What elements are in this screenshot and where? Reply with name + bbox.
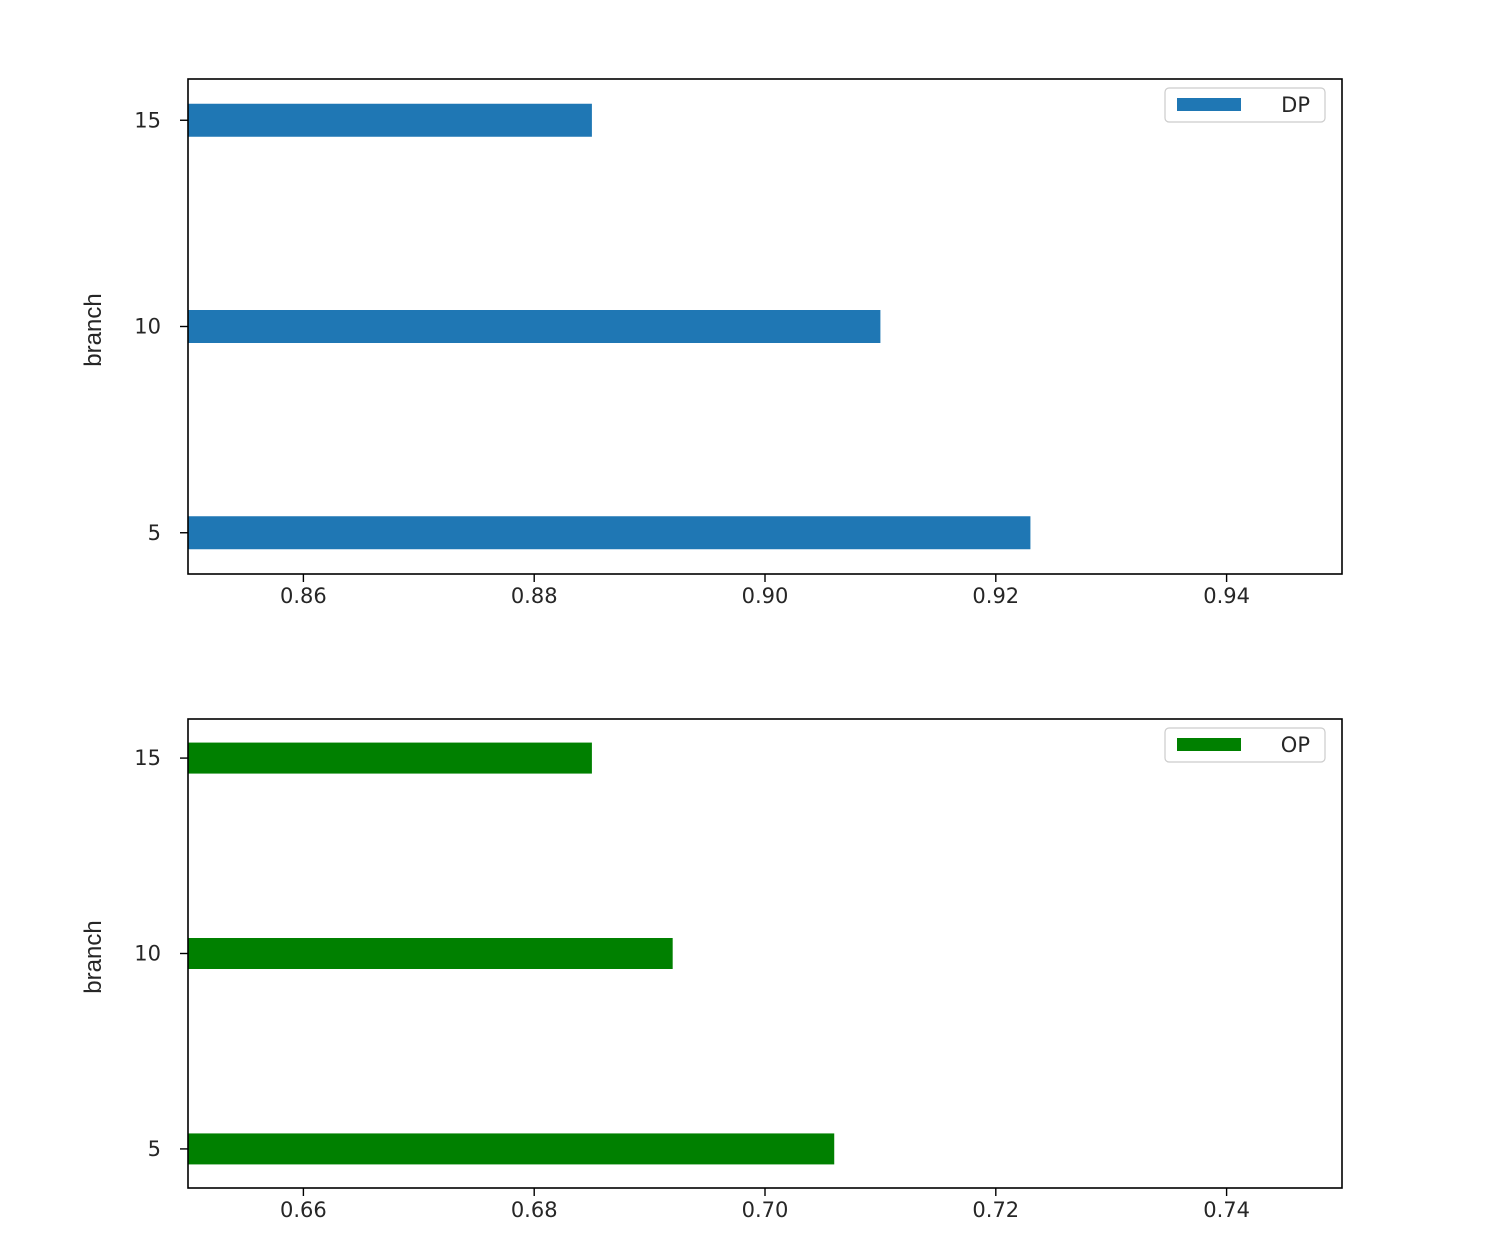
- y-axis-label: branch: [80, 920, 107, 993]
- x-tick-label: 0.94: [1203, 584, 1250, 608]
- x-tick-label: 0.92: [972, 584, 1019, 608]
- legend-label: OP: [1281, 733, 1310, 757]
- y-tick-label: 15: [134, 108, 161, 132]
- legend: DP: [1164, 87, 1326, 123]
- x-tick-label: 0.90: [742, 584, 789, 608]
- x-tick-label: 0.88: [511, 584, 558, 608]
- legend-swatch: [1177, 98, 1241, 111]
- x-tick-label: 0.72: [972, 1198, 1019, 1222]
- x-tick-label: 0.68: [511, 1198, 558, 1222]
- y-tick-label: 15: [134, 746, 161, 770]
- y-tick-label: 5: [148, 521, 161, 545]
- bar-op-5: [188, 1133, 835, 1165]
- bar-dp-5: [188, 516, 1031, 550]
- legend-box: [1164, 727, 1326, 763]
- chart-dp: branch 0.86 0.88 0.90 0.92 0.94 5 10 15 DP: [80, 78, 1343, 608]
- y-tick-label: 10: [134, 942, 161, 966]
- bar-dp-10: [188, 310, 881, 343]
- bar-op-15: [188, 742, 592, 774]
- bar-op-10: [188, 938, 673, 969]
- legend: OP: [1164, 727, 1326, 763]
- y-tick-label: 5: [148, 1137, 161, 1161]
- legend-box: [1164, 87, 1326, 123]
- y-axis-label: branch: [80, 293, 107, 366]
- x-tick-label: 0.86: [280, 584, 327, 608]
- x-tick-label: 0.70: [742, 1198, 789, 1222]
- x-tick-label: 0.66: [280, 1198, 327, 1222]
- legend-label: DP: [1281, 93, 1310, 117]
- x-tick-label: 0.74: [1203, 1198, 1250, 1222]
- bar-dp-15: [188, 103, 592, 137]
- y-tick-label: 10: [134, 315, 161, 339]
- chart-op: branch 0.66 0.68 0.70 0.72 0.74 5 10 15 OP: [80, 718, 1343, 1222]
- legend-swatch: [1177, 738, 1241, 751]
